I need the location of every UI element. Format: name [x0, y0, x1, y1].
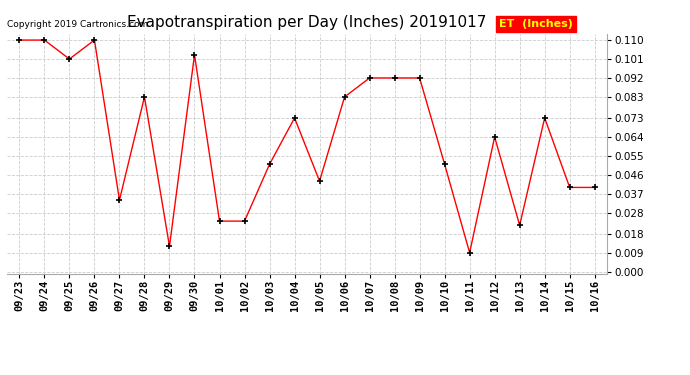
Text: Copyright 2019 Cartronics.com: Copyright 2019 Cartronics.com [7, 20, 148, 29]
Title: Evapotranspiration per Day (Inches) 20191017: Evapotranspiration per Day (Inches) 2019… [128, 15, 486, 30]
Text: ET  (Inches): ET (Inches) [499, 19, 573, 29]
